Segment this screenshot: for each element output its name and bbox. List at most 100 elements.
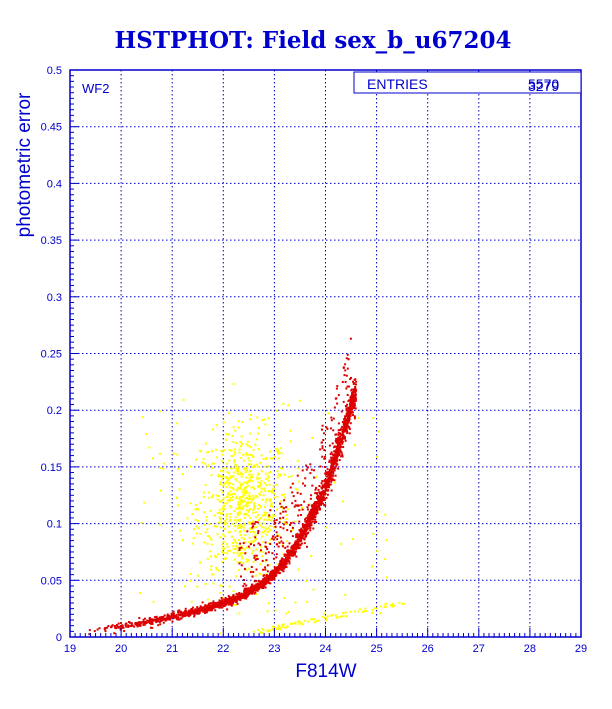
data-point-red — [291, 535, 294, 538]
data-point-red — [296, 546, 299, 549]
data-point-red — [285, 521, 288, 524]
data-point-yellow — [304, 619, 307, 622]
data-point-red — [200, 607, 203, 610]
data-point-red — [294, 499, 297, 502]
data-point-yellow — [252, 485, 255, 488]
data-point-yellow — [214, 554, 217, 557]
data-point-red — [245, 587, 248, 590]
data-point-yellow — [294, 622, 297, 625]
data-point-yellow — [250, 463, 253, 466]
data-point-red — [114, 625, 117, 628]
data-point-red — [321, 487, 324, 490]
data-point-yellow — [240, 435, 243, 438]
data-point-yellow — [236, 486, 239, 489]
data-point-red — [326, 483, 329, 486]
data-point-red — [354, 387, 357, 390]
data-point-red — [264, 586, 267, 589]
data-point-red — [205, 607, 208, 610]
data-point-red — [313, 521, 316, 524]
data-point-red — [316, 501, 319, 504]
data-point-yellow — [257, 472, 260, 475]
data-point-red — [288, 562, 291, 565]
data-point-yellow — [266, 518, 269, 521]
data-point-red — [202, 607, 205, 610]
data-point-yellow — [219, 536, 222, 539]
data-point-yellow — [233, 492, 236, 495]
data-point-yellow — [175, 496, 178, 499]
data-point-yellow — [240, 536, 243, 539]
data-point-yellow — [248, 501, 251, 504]
y-tick-label: 0.3 — [47, 292, 62, 304]
data-point-yellow — [222, 548, 225, 551]
data-point-red — [151, 626, 154, 629]
data-point-red — [352, 383, 355, 385]
data-point-red — [184, 610, 187, 612]
data-point-red — [266, 575, 269, 578]
data-point-red — [111, 624, 114, 627]
data-point-yellow — [252, 448, 255, 451]
data-point-red — [325, 480, 327, 483]
data-point-red — [144, 622, 147, 625]
data-point-yellow — [257, 465, 260, 468]
data-point-red — [337, 442, 340, 445]
data-point-red — [301, 523, 304, 526]
scatter-series-yellow — [138, 383, 405, 635]
data-point-red — [311, 505, 314, 507]
data-point-red — [298, 529, 301, 531]
y-tick-label: 0.1 — [47, 519, 62, 531]
data-point-yellow — [255, 593, 257, 596]
data-point-yellow — [263, 482, 266, 484]
data-point-yellow — [231, 523, 234, 525]
data-point-red — [309, 463, 312, 466]
data-point-red — [325, 496, 328, 499]
data-point-yellow — [220, 526, 222, 529]
data-point-yellow — [284, 496, 286, 499]
data-point-red — [272, 557, 275, 560]
data-point-red — [292, 553, 295, 555]
data-point-red — [260, 549, 262, 552]
data-point-yellow — [143, 501, 146, 504]
data-point-yellow — [208, 523, 211, 525]
data-point-yellow — [256, 496, 259, 499]
data-point-red — [260, 583, 263, 586]
data-point-yellow — [219, 518, 222, 521]
data-point-red — [333, 406, 336, 409]
data-point-red — [326, 493, 329, 496]
data-point-red — [201, 606, 203, 609]
data-point-yellow — [265, 533, 268, 536]
data-point-yellow — [238, 481, 241, 484]
data-point-yellow — [269, 450, 272, 453]
data-point-red — [320, 498, 323, 500]
data-point-red — [243, 597, 246, 600]
scatter-series-red — [88, 337, 358, 636]
data-point-red — [324, 491, 327, 494]
data-point-red — [303, 542, 306, 545]
data-point-yellow — [262, 550, 265, 553]
data-point-yellow — [276, 495, 279, 498]
data-point-yellow — [371, 609, 374, 612]
data-point-red — [243, 582, 246, 585]
data-point-red — [352, 414, 354, 417]
data-point-red — [311, 510, 314, 513]
data-point-yellow — [257, 513, 259, 516]
data-point-yellow — [228, 519, 231, 522]
data-point-red — [274, 567, 277, 570]
data-point-yellow — [181, 539, 184, 542]
data-point-yellow — [162, 462, 165, 465]
data-point-red — [325, 471, 328, 474]
data-point-yellow — [269, 498, 272, 501]
data-point-red — [159, 623, 162, 626]
data-point-yellow — [258, 477, 261, 480]
data-point-yellow — [251, 476, 254, 479]
data-point-yellow — [242, 454, 245, 457]
data-point-yellow — [240, 499, 243, 502]
data-point-red — [256, 521, 259, 524]
data-point-yellow — [267, 516, 270, 518]
data-point-yellow — [233, 538, 236, 541]
data-point-red — [287, 554, 290, 557]
data-point-red — [283, 553, 286, 556]
data-point-yellow — [206, 528, 209, 531]
data-point-yellow — [278, 457, 281, 460]
data-point-yellow — [240, 483, 242, 486]
data-point-yellow — [265, 528, 267, 531]
